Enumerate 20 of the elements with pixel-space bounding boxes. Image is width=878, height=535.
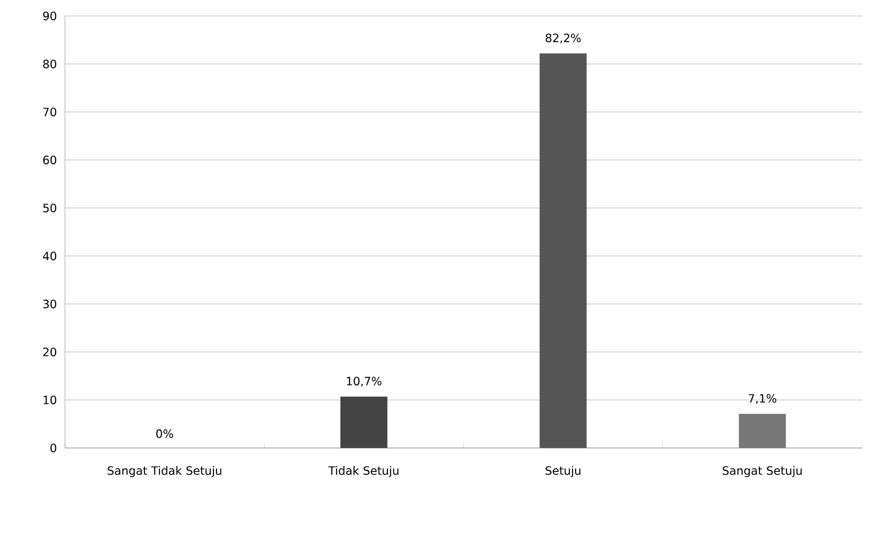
y-tick-label: 0: [50, 444, 56, 452]
x-tick-label: Setuju: [546, 466, 580, 478]
x-tick-label: Sangat Tidak Setuju: [108, 466, 222, 478]
y-tick-label: 70: [43, 108, 56, 116]
y-tick-label: 30: [43, 300, 56, 308]
data-label: 7,1%: [748, 394, 776, 404]
x-tick-label: Sangat Setuju: [722, 466, 802, 478]
data-label: 10,7%: [346, 376, 382, 387]
y-tick-label: 90: [43, 12, 56, 20]
y-tick-label: 50: [43, 204, 56, 212]
y-tick-label: 10: [44, 396, 56, 404]
y-tick-label: 20: [43, 348, 56, 356]
data-label: 82,2%: [546, 34, 581, 44]
y-tick-label: 40: [42, 252, 56, 260]
bar: [340, 396, 388, 448]
x-tick-label: Tidak Setuju: [328, 466, 398, 478]
y-tick-label: 60: [43, 156, 56, 164]
data-label: 0%: [156, 429, 174, 438]
bar: [540, 53, 587, 448]
y-tick-label: 80: [43, 60, 56, 68]
